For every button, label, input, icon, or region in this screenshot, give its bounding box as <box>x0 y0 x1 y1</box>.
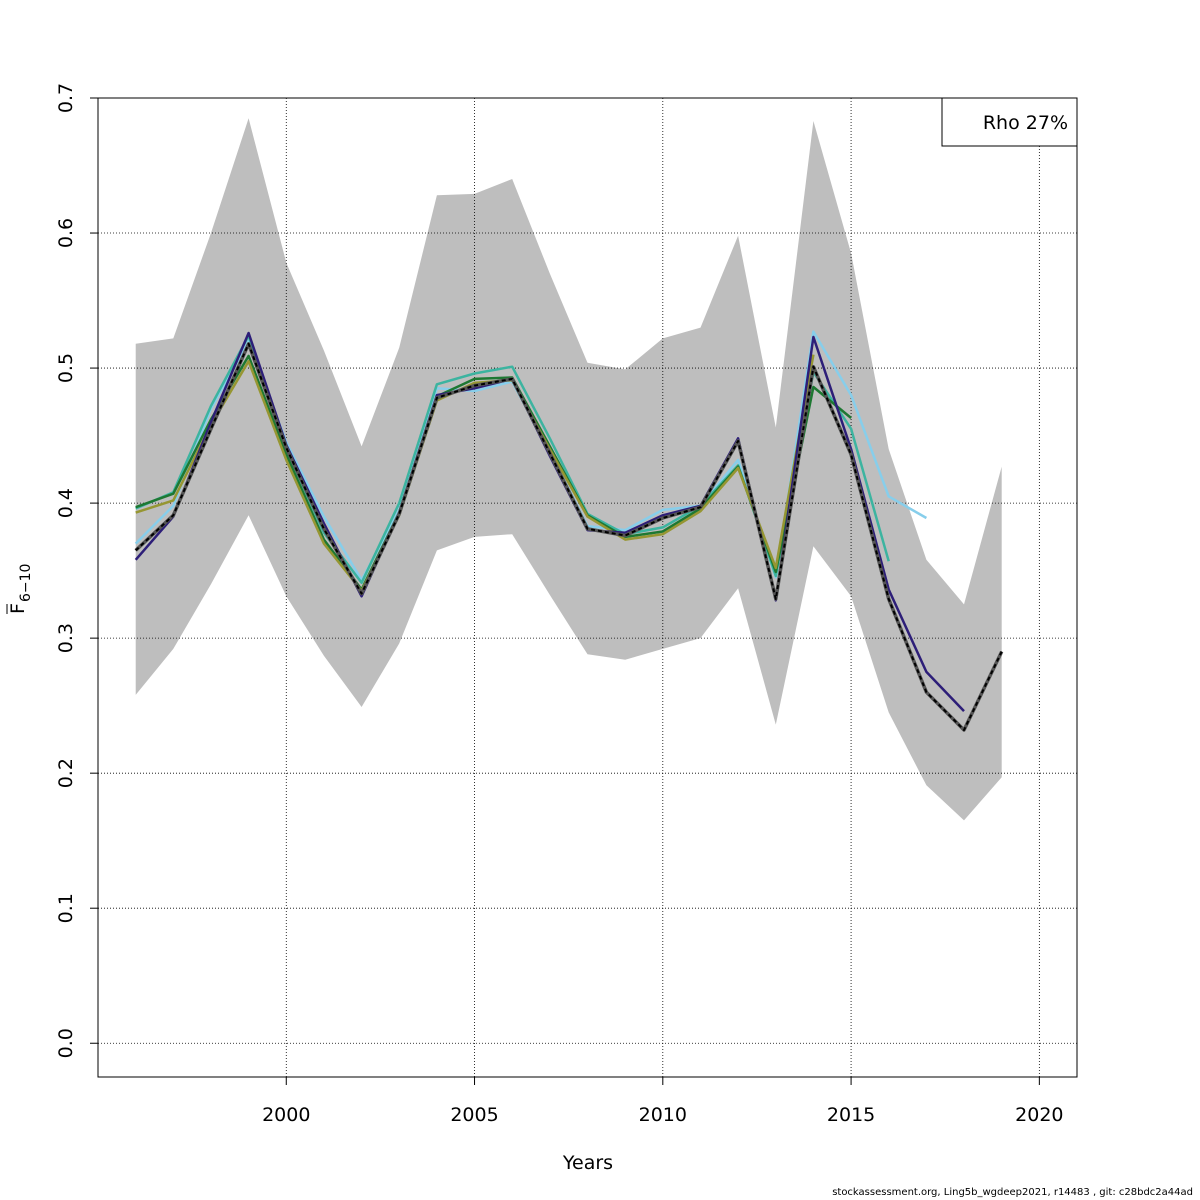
y-tick-label-0.6: 0.6 <box>55 218 77 248</box>
legend: Rho 27% <box>941 97 1078 147</box>
y-axis-label: F 6−10 <box>6 564 34 614</box>
axis-layer: 2000 2005 2010 2015 2020 0.0 0.1 0.2 0.3 0.4 0.5 0.… <box>55 83 1064 1126</box>
y-tick-label-0.1: 0.1 <box>55 893 77 923</box>
legend-box <box>941 97 1078 147</box>
y-tick-label-0.7: 0.7 <box>55 83 77 113</box>
x-tick-label-2020: 2020 <box>1015 1104 1063 1126</box>
series-line-peel-2 <box>135 354 815 593</box>
y-tick-label-0.5: 0.5 <box>55 353 77 383</box>
y-tick-label-0.3: 0.3 <box>55 623 77 653</box>
series-line-base-run <box>135 342 1003 731</box>
plot-frame <box>97 97 1078 1078</box>
x-tick-label-2015: 2015 <box>827 1104 875 1126</box>
y-label-subscript: 6−10 <box>18 564 34 602</box>
y-label-main: F <box>7 603 29 614</box>
y-tick-label-0.2: 0.2 <box>55 758 77 788</box>
x-tick-label-2005: 2005 <box>450 1104 498 1126</box>
legend-text: Rho 27% <box>983 112 1068 134</box>
x-axis-label: Years <box>562 1152 613 1174</box>
x-tick-label-2000: 2000 <box>262 1104 310 1126</box>
x-tick-label-2010: 2010 <box>639 1104 687 1126</box>
confidence-band <box>135 118 1002 821</box>
series-layer <box>134 330 1004 732</box>
confidence-band-layer <box>135 118 1002 821</box>
y-tick-label-0.4: 0.4 <box>55 488 77 518</box>
footer-note: stockassessment.org, Ling5b_wgdeep2021, … <box>832 1187 1193 1198</box>
y-tick-label-0: 0.0 <box>55 1028 77 1058</box>
